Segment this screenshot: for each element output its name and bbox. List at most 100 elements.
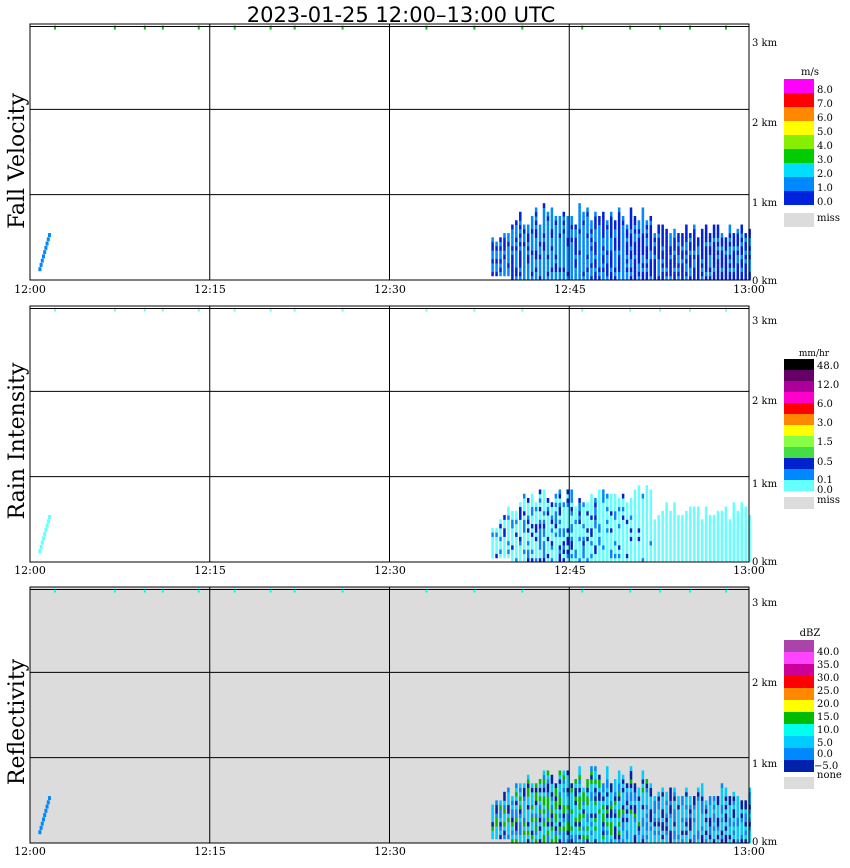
echo-cell [511,224,514,230]
echo-cell [530,800,534,806]
echo-cell [341,307,344,312]
echo-cell [558,506,562,512]
echo-cell [594,216,597,221]
echo-cell [586,220,589,226]
echo-cell [673,245,676,251]
echo-cell [554,493,558,499]
echo-cell [629,527,633,533]
echo-cell [621,540,625,546]
echo-cell [744,510,747,516]
echo-cell [641,267,645,272]
echo-cell [665,275,668,281]
colorbar-swatch [784,93,814,107]
echo-cell [606,783,609,789]
echo-cell [530,506,534,512]
echo-cell [491,245,494,251]
echo-cell [657,245,660,251]
echo-cell [704,834,708,840]
echo-cell [598,536,601,542]
echo-cell [629,224,633,230]
echo-cell [649,838,653,844]
echo-cell [534,506,538,512]
echo-cell [708,523,712,529]
echo-cell [503,830,506,835]
echo-cell [724,510,728,516]
echo-cell [570,267,573,272]
echo-cell [609,787,613,793]
echo-cell [519,549,522,554]
echo-cell [685,532,688,537]
echo-cell [515,804,518,810]
echo-cell [538,250,542,255]
echo-cell [546,808,550,814]
echo-cell [645,271,649,277]
echo-cell [657,796,660,801]
echo-cell [574,779,577,784]
echo-cell [606,808,609,814]
echo-cell [704,804,708,810]
echo-cell [637,250,641,255]
echo-cell [602,220,605,226]
colorbar-unit: mm/hr [799,349,830,359]
echo-cell [526,779,530,784]
echo-cell [728,241,732,247]
echo-cell [641,825,645,831]
echo-cell [554,821,558,827]
echo-cell [511,553,514,559]
echo-cell [499,267,502,272]
echo-cell [728,549,732,554]
echo-cell [673,241,676,247]
echo-cell [748,241,751,247]
echo-cell [606,275,609,281]
echo-cell [629,779,633,784]
echo-cell [693,262,696,268]
echo-cell [621,796,625,801]
echo-cell [629,523,633,529]
echo-cell [519,262,522,268]
echo-cell [578,796,581,801]
echo-cell [586,834,589,840]
echo-cell [578,834,581,840]
echo-cell [613,254,617,260]
echo-cell [515,228,518,234]
echo-cell [685,830,688,835]
echo-cell [657,224,660,230]
echo-cell [744,838,747,844]
echo-cell [558,254,562,260]
echo-cell [594,787,597,793]
echo-cell [534,808,538,814]
echo-cell [736,544,740,550]
echo-cell [582,838,585,844]
echo-cell [645,830,649,835]
echo-cell [594,523,597,529]
echo-cell [570,825,573,831]
echo-cell [574,233,577,238]
echo-cell [598,527,601,533]
echo-cell [657,804,660,810]
echo-cell [534,237,538,243]
echo-cell [637,553,641,559]
echo-cell [700,553,704,559]
echo-cell [740,527,743,533]
echo-cell [495,553,498,559]
echo-cell [562,241,566,247]
echo-cell [748,228,751,234]
echo-cell [661,830,664,835]
echo-cell [649,536,653,542]
echo-cell [38,267,42,272]
echo-cell [522,224,526,230]
echo-cell [515,549,518,554]
echo-cell [554,557,558,563]
echo-cell [530,544,534,550]
echo-cell [39,262,43,267]
echo-cell [511,549,514,554]
echo-cell [586,549,589,554]
echo-cell [708,262,712,268]
echo-cell [522,267,526,272]
echo-cell [712,544,716,550]
echo-cell [744,515,747,520]
echo-cell [645,817,649,823]
echo-cell [728,267,732,272]
colorbar-unit: dBZ [800,628,821,639]
echo-cell [522,506,526,512]
